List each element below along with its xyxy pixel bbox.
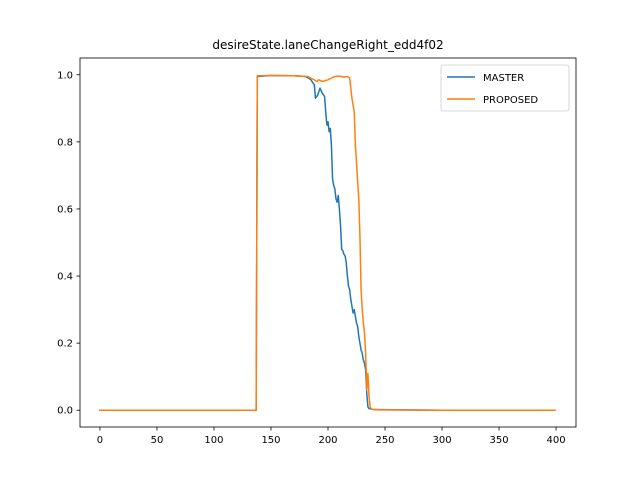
y-tick-label: 1.0 [57,70,73,81]
x-tick-label: 250 [375,435,394,446]
legend: MASTER PROPOSED [440,64,570,112]
x-tick-label: 100 [204,435,223,446]
y-tick-label: 0.8 [57,137,73,148]
legend-label-master: MASTER [483,73,524,84]
x-tick-label: 50 [151,435,164,446]
x-tick-label: 350 [489,435,508,446]
y-tick-label: 0.4 [57,272,73,283]
y-tick-label: 0.2 [57,339,73,350]
x-tick-label: 300 [432,435,451,446]
x-tick-label: 0 [97,435,103,446]
series-line-proposed [99,74,556,411]
chart-title: desireState.laneChangeRight_edd4f02 [212,38,443,52]
x-tick-label: 400 [546,435,565,446]
plot-area [99,74,556,411]
series-line-master [99,74,556,411]
x-tick-label: 150 [261,435,280,446]
y-tick-label: 0.0 [57,406,73,417]
axes: 0 50 100 150 200 250 300 350 400 0.0 0.2 0.4 0.6 0.8 1… [57,57,577,446]
y-tick-label: 0.6 [57,204,73,215]
legend-label-proposed: PROPOSED [483,95,538,106]
x-tick-label: 200 [318,435,337,446]
